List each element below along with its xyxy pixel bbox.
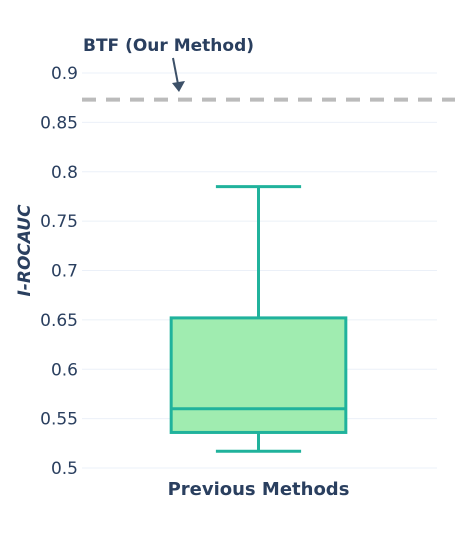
y-tick-label: 0.9: [51, 64, 78, 84]
box-series: [169, 185, 348, 453]
y-tick-label: 0.6: [51, 360, 78, 380]
iqr-box: [169, 316, 348, 434]
btf-annotation: BTF (Our Method): [83, 36, 254, 92]
y-tick-label: 0.55: [40, 410, 78, 430]
x-category-label: Previous Methods: [168, 479, 350, 500]
y-axis-ticks: 0.5 0.55 0.6 0.65 0.7 0.75 0.8 0.85 0.9: [40, 64, 78, 479]
y-tick-label: 0.5: [51, 459, 78, 479]
annotation-label: BTF (Our Method): [83, 36, 254, 56]
y-tick-label: 0.85: [40, 113, 78, 133]
y-tick-label: 0.7: [51, 262, 78, 282]
y-tick-label: 0.65: [40, 311, 78, 331]
y-tick-label: 0.75: [40, 212, 78, 232]
annotation-arrow: [172, 57, 179, 85]
y-axis-title: I-ROCAUC: [15, 204, 35, 297]
y-tick-label: 0.8: [51, 163, 78, 183]
annotation-arrow-head: [172, 81, 185, 92]
x-axis-categories: Previous Methods: [168, 479, 350, 500]
